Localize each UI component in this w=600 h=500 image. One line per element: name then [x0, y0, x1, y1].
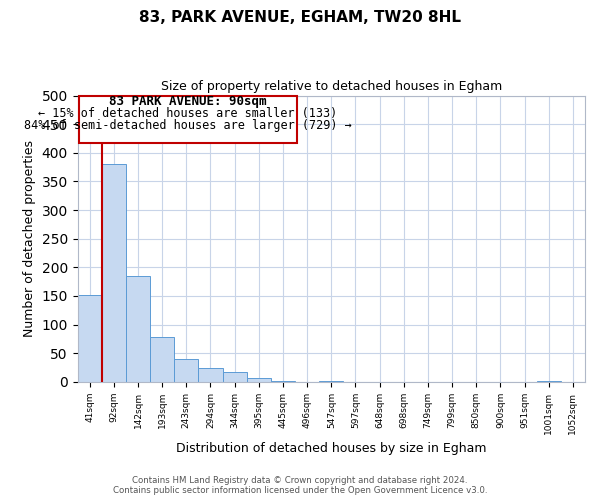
Text: 83 PARK AVENUE: 90sqm: 83 PARK AVENUE: 90sqm: [109, 95, 267, 108]
Text: ← 15% of detached houses are smaller (133): ← 15% of detached houses are smaller (13…: [38, 108, 338, 120]
Bar: [77, 295, 102, 382]
Title: Size of property relative to detached houses in Egham: Size of property relative to detached ho…: [161, 80, 502, 93]
Text: 84% of semi-detached houses are larger (729) →: 84% of semi-detached houses are larger (…: [24, 120, 352, 132]
Bar: [79, 96, 298, 143]
Bar: [102, 164, 126, 382]
Bar: [174, 360, 199, 382]
Bar: [319, 381, 343, 382]
Text: 83, PARK AVENUE, EGHAM, TW20 8HL: 83, PARK AVENUE, EGHAM, TW20 8HL: [139, 10, 461, 25]
Bar: [199, 368, 223, 382]
Bar: [150, 337, 174, 382]
Text: Contains HM Land Registry data © Crown copyright and database right 2024.
Contai: Contains HM Land Registry data © Crown c…: [113, 476, 487, 495]
Bar: [271, 381, 295, 382]
X-axis label: Distribution of detached houses by size in Egham: Distribution of detached houses by size …: [176, 442, 487, 455]
Bar: [247, 378, 271, 382]
Bar: [223, 372, 247, 382]
Y-axis label: Number of detached properties: Number of detached properties: [23, 140, 36, 337]
Bar: [536, 380, 561, 382]
Bar: [126, 276, 150, 382]
